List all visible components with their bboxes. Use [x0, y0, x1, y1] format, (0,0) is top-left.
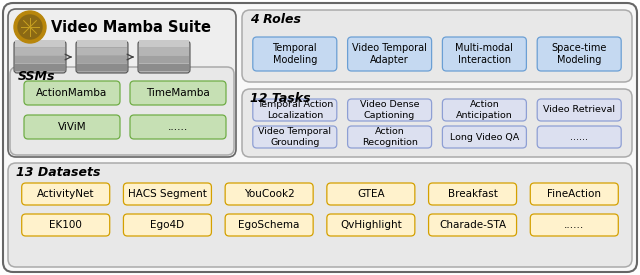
FancyBboxPatch shape	[14, 41, 66, 73]
FancyBboxPatch shape	[537, 99, 621, 121]
FancyBboxPatch shape	[348, 37, 431, 71]
Circle shape	[18, 15, 42, 39]
Text: HACS Segment: HACS Segment	[128, 189, 207, 199]
Bar	[77, 48, 127, 55]
Bar	[139, 40, 189, 47]
Text: EK100: EK100	[49, 220, 82, 230]
Text: Video Temporal
Grounding: Video Temporal Grounding	[259, 127, 332, 147]
Bar	[139, 48, 189, 55]
FancyBboxPatch shape	[442, 99, 526, 121]
Text: Charade-STA: Charade-STA	[439, 220, 506, 230]
FancyBboxPatch shape	[242, 89, 632, 157]
Text: Action
Anticipation: Action Anticipation	[456, 100, 513, 120]
Text: Temporal
Modeling: Temporal Modeling	[273, 43, 317, 65]
Text: Multi-modal
Interaction: Multi-modal Interaction	[456, 43, 513, 65]
FancyBboxPatch shape	[10, 67, 234, 155]
FancyBboxPatch shape	[348, 126, 431, 148]
FancyBboxPatch shape	[429, 214, 516, 236]
Bar	[77, 56, 127, 63]
Text: Video Retrieval: Video Retrieval	[543, 106, 615, 114]
FancyBboxPatch shape	[8, 9, 236, 157]
FancyBboxPatch shape	[24, 81, 120, 105]
Bar	[77, 40, 127, 47]
Bar	[15, 56, 65, 63]
FancyBboxPatch shape	[429, 183, 516, 205]
Text: Ego4D: Ego4D	[150, 220, 184, 230]
Text: 4 Roles: 4 Roles	[250, 13, 301, 26]
Text: Space-time
Modeling: Space-time Modeling	[552, 43, 607, 65]
FancyBboxPatch shape	[225, 183, 313, 205]
FancyBboxPatch shape	[24, 115, 120, 139]
Bar	[77, 64, 127, 71]
FancyBboxPatch shape	[253, 99, 337, 121]
FancyBboxPatch shape	[124, 214, 211, 236]
FancyBboxPatch shape	[253, 126, 337, 148]
Bar	[15, 48, 65, 55]
Text: 12 Tasks: 12 Tasks	[250, 92, 310, 105]
FancyBboxPatch shape	[138, 41, 190, 73]
FancyBboxPatch shape	[531, 214, 618, 236]
Text: ......: ......	[168, 122, 188, 132]
Text: QvHighlight: QvHighlight	[340, 220, 402, 230]
FancyBboxPatch shape	[327, 214, 415, 236]
Text: ......: ......	[570, 133, 588, 142]
FancyBboxPatch shape	[442, 126, 526, 148]
Text: Temporal Action
Localization: Temporal Action Localization	[257, 100, 333, 120]
FancyBboxPatch shape	[442, 37, 526, 71]
Text: ActivityNet: ActivityNet	[37, 189, 95, 199]
Bar	[139, 56, 189, 63]
FancyBboxPatch shape	[124, 183, 211, 205]
Text: Video Temporal
Adapter: Video Temporal Adapter	[352, 43, 427, 65]
Text: Breakfast: Breakfast	[447, 189, 497, 199]
Text: Long Video QA: Long Video QA	[450, 133, 519, 142]
Text: Video Mamba Suite: Video Mamba Suite	[51, 20, 211, 34]
Text: EgoSchema: EgoSchema	[239, 220, 300, 230]
Text: SSMs: SSMs	[18, 70, 56, 83]
Text: ......: ......	[564, 220, 584, 230]
Bar	[15, 64, 65, 71]
FancyBboxPatch shape	[8, 163, 632, 267]
FancyBboxPatch shape	[537, 126, 621, 148]
Text: Action
Recognition: Action Recognition	[362, 127, 417, 147]
Text: GTEA: GTEA	[357, 189, 385, 199]
Text: Video Dense
Captioning: Video Dense Captioning	[360, 100, 419, 120]
FancyBboxPatch shape	[3, 3, 637, 272]
Text: FineAction: FineAction	[547, 189, 602, 199]
FancyBboxPatch shape	[130, 115, 226, 139]
FancyBboxPatch shape	[22, 214, 109, 236]
Text: ActionMamba: ActionMamba	[36, 88, 108, 98]
Text: 13 Datasets: 13 Datasets	[16, 166, 100, 179]
FancyBboxPatch shape	[348, 99, 431, 121]
FancyBboxPatch shape	[531, 183, 618, 205]
Bar	[139, 64, 189, 71]
Text: TimeMamba: TimeMamba	[146, 88, 210, 98]
FancyBboxPatch shape	[537, 37, 621, 71]
Text: ViViM: ViViM	[58, 122, 86, 132]
FancyBboxPatch shape	[242, 10, 632, 82]
FancyBboxPatch shape	[22, 183, 109, 205]
FancyBboxPatch shape	[225, 214, 313, 236]
FancyBboxPatch shape	[253, 37, 337, 71]
FancyBboxPatch shape	[327, 183, 415, 205]
Circle shape	[14, 11, 46, 43]
FancyBboxPatch shape	[130, 81, 226, 105]
Text: YouCook2: YouCook2	[244, 189, 294, 199]
FancyBboxPatch shape	[76, 41, 128, 73]
Bar	[15, 40, 65, 47]
